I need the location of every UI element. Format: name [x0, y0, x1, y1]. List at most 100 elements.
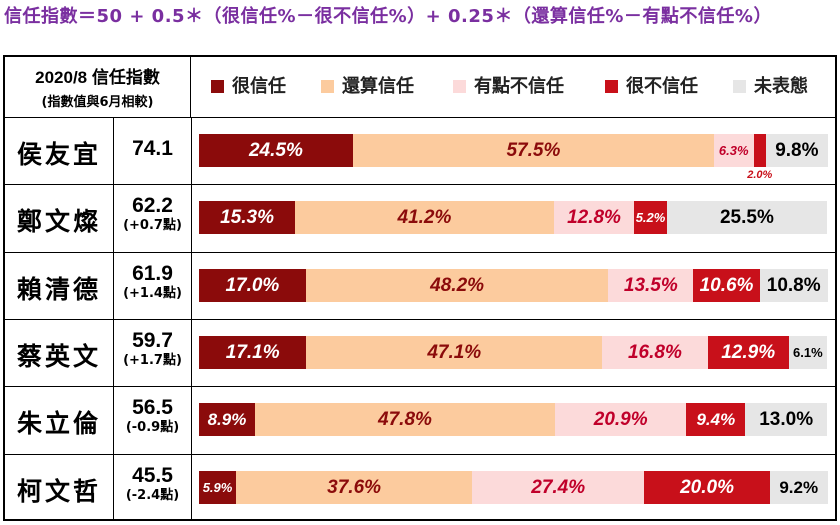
bar-segment: [199, 470, 237, 504]
data-label: 20.9%: [593, 409, 648, 431]
bar-segment: [352, 134, 714, 167]
index-change: (+1.4點): [123, 285, 182, 301]
data-label: 10.8%: [766, 274, 821, 296]
index-number: 74.1: [132, 137, 173, 160]
bar-segment: [602, 335, 708, 369]
bar-segment: [644, 470, 770, 504]
legend-label: 還算信任: [342, 76, 414, 97]
index-number: 56.5: [132, 396, 173, 420]
bar-segment: [788, 335, 827, 369]
bar-segment: [199, 335, 307, 369]
row-divider: [5, 184, 835, 186]
bar-segment: [555, 403, 687, 437]
bar-segment: [306, 335, 603, 369]
data-label: 10.6%: [699, 274, 754, 296]
bar-segment: [753, 134, 767, 167]
trust-index-value: 56.5 (-0.9點): [114, 396, 191, 436]
trust-index-formula: 信任指數＝50 + 0.5＊（很信任%－很不信任%）+ 0.25＊（還算信任%－…: [4, 6, 772, 27]
data-label: 27.4%: [531, 476, 586, 498]
legend-label: 很不信任: [626, 76, 698, 97]
bar-segment: [295, 201, 554, 235]
stacked-bar: 24.5% 57.5% 6.3% 2.0% 9.8%: [199, 134, 828, 181]
person-name: 朱立倫: [16, 409, 101, 439]
data-label: 17.0%: [225, 274, 280, 296]
person-name: 柯文哲: [16, 476, 101, 506]
data-label: 17.1%: [225, 341, 280, 363]
person-name: 侯友宜: [16, 140, 101, 169]
legend-swatch: [605, 80, 618, 93]
legend-label: 未表態: [754, 76, 808, 97]
bar-segment: [236, 470, 473, 504]
person-name: 賴清德: [16, 274, 101, 304]
row-divider: [5, 117, 835, 118]
data-label: 47.8%: [378, 409, 432, 431]
stacked-bar: 8.9% 47.8% 20.9% 9.4% 13.0%: [199, 403, 827, 437]
data-label: 2.0%: [747, 169, 773, 181]
data-label: 6.1%: [793, 344, 823, 360]
data-label: 41.2%: [397, 207, 452, 229]
bar-column-divider: [191, 117, 192, 521]
trust-index-table: 2020/8 信任指數 (指數值與6月相較) 很信任 還算信任 有點不信任 很不信任 未…: [3, 55, 837, 521]
trust-index-value: 59.7 (+1.7點): [114, 329, 191, 369]
data-label: 15.3%: [220, 207, 274, 229]
data-label: 20.0%: [680, 476, 734, 498]
legend-item: 還算信任: [321, 76, 414, 98]
trust-index-value: 62.2 (+0.7點): [114, 194, 191, 234]
trust-index-value: 45.5 (-2.4點): [114, 464, 191, 504]
data-label: 37.6%: [327, 476, 382, 498]
person-name: 鄭文燦: [16, 207, 101, 237]
data-label: 47.1%: [427, 341, 482, 363]
data-label: 8.9%: [207, 410, 247, 430]
data-label: 25.5%: [719, 207, 774, 229]
index-number: 61.9: [132, 261, 173, 285]
legend-label: 很信任: [232, 76, 286, 97]
legend-swatch: [453, 80, 466, 93]
legend-item: 很信任: [211, 76, 286, 98]
data-label: 5.9%: [202, 479, 233, 495]
legend-swatch: [321, 80, 334, 93]
row-divider: [5, 318, 835, 320]
bar-segment: [199, 268, 306, 302]
legend-swatch: [211, 80, 224, 93]
legend-label: 有點不信任: [474, 76, 564, 97]
row-divider: [5, 386, 835, 388]
bar-segment: [759, 268, 828, 302]
data-label: 48.2%: [430, 274, 485, 296]
index-change: (-2.4點): [125, 487, 180, 503]
data-label: 12.8%: [567, 207, 621, 229]
legend-item: 未表態: [733, 76, 808, 98]
trust-index-value: 74.1: [114, 137, 191, 161]
bar-segment: [199, 134, 353, 167]
data-label: 9.4%: [696, 410, 736, 430]
index-number: 59.7: [132, 328, 173, 352]
index-number: 45.5: [132, 463, 173, 487]
data-label: 24.5%: [248, 140, 303, 161]
bar-segment: [693, 268, 760, 302]
index-change: (-0.9點): [125, 420, 180, 436]
bar-segment: [666, 201, 827, 235]
data-label: 6.3%: [718, 143, 749, 158]
data-label: 57.5%: [506, 140, 561, 161]
row-divider: [5, 453, 835, 455]
chart-legend: 很信任 還算信任 有點不信任 很不信任 未表態: [193, 57, 837, 117]
index-header-subtitle: (指數值與6月相較): [41, 95, 154, 110]
data-label: 13.5%: [623, 274, 678, 296]
trust-index-value: 61.9 (+1.4點): [114, 262, 191, 302]
bar-segment: [769, 470, 828, 504]
data-label: 5.2%: [635, 210, 666, 226]
index-header-title: 2020/8 信任指數: [35, 68, 160, 87]
data-label: 9.2%: [779, 477, 819, 497]
stacked-bar: 15.3% 41.2% 12.8% 5.2% 25.5%: [199, 201, 827, 235]
bar-segment: [254, 403, 556, 437]
stacked-bar: 17.0% 48.2% 13.5% 10.6% 10.8%: [199, 268, 828, 302]
legend-item: 有點不信任: [453, 76, 564, 98]
stacked-bar: 17.1% 47.1% 16.8% 12.9% 6.1%: [199, 335, 827, 369]
stacked-bar: 5.9% 37.6% 27.4% 20.0% 9.2%: [199, 470, 828, 504]
bar-segment: [305, 268, 609, 302]
bar-segment: [686, 403, 746, 437]
bar-segment: [634, 201, 667, 235]
bar-segment: [199, 201, 296, 235]
bar-segment: [745, 403, 827, 437]
bar-segment: [553, 201, 635, 235]
bar-segment: [766, 134, 828, 167]
